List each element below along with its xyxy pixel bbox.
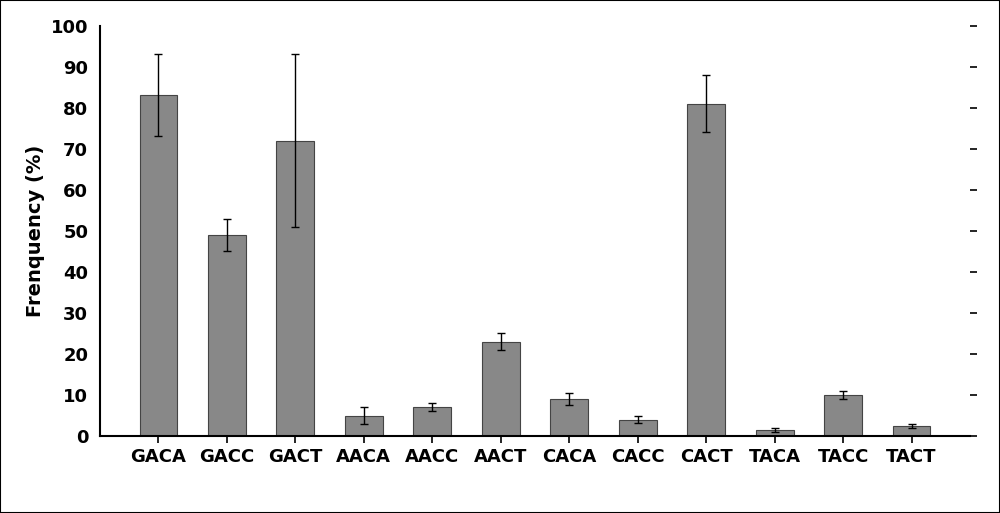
Bar <box>687 104 725 436</box>
Bar <box>482 342 520 436</box>
Bar <box>345 416 383 436</box>
Bar <box>413 407 451 436</box>
Bar <box>824 395 862 436</box>
Bar <box>756 430 794 436</box>
Bar <box>619 420 657 436</box>
Bar <box>893 426 930 436</box>
Bar <box>208 235 246 436</box>
Y-axis label: Frenquency (%): Frenquency (%) <box>26 145 45 317</box>
Bar <box>140 95 177 436</box>
Bar <box>276 141 314 436</box>
Bar <box>550 399 588 436</box>
